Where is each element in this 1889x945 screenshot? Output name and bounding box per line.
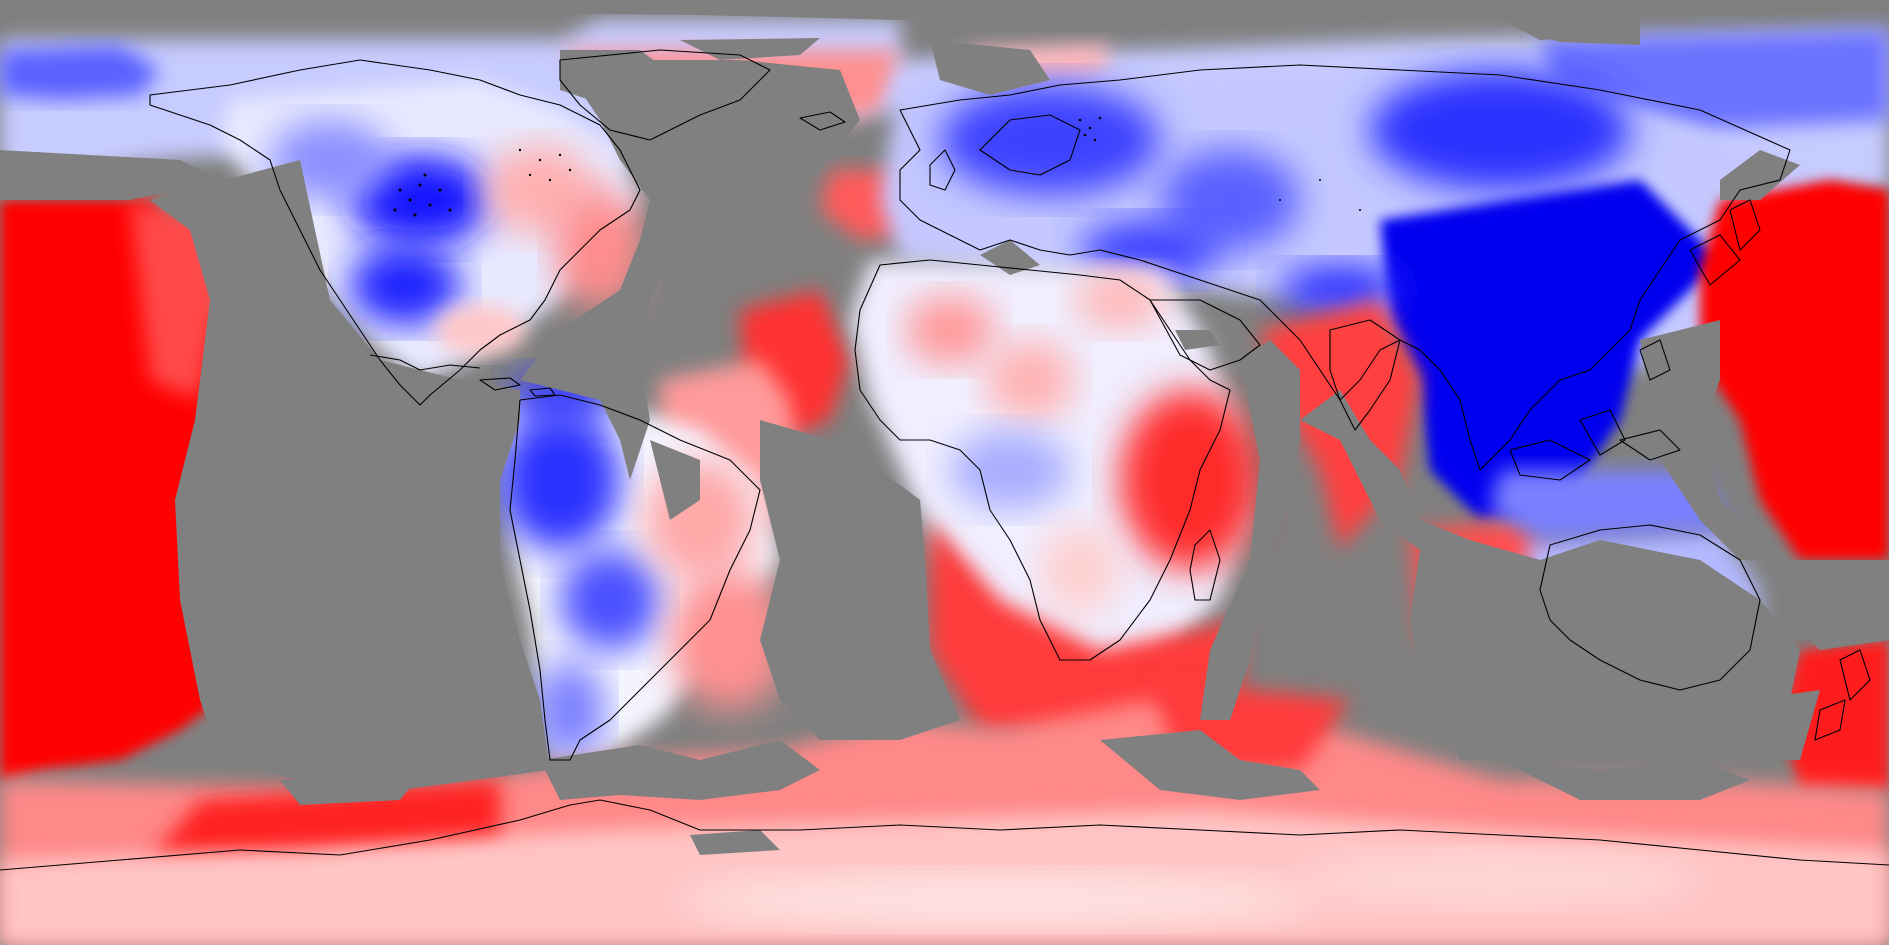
- no-data-mask: [0, 0, 1889, 855]
- coastline-greenland: [559, 49, 771, 141]
- coastlines: [0, 49, 1889, 871]
- coastline-antarctica: [0, 799, 1889, 871]
- pacific-east-field: [1700, 180, 1889, 560]
- east-asia-field: [1380, 180, 1720, 520]
- coastline-eurasia: [899, 64, 1791, 471]
- coast-detail-dots: [393, 116, 1361, 217]
- coastline-australia: [1539, 524, 1761, 691]
- coastline-south-america: [509, 394, 761, 761]
- coastline-north-america: [149, 59, 641, 406]
- coastline-africa: [854, 259, 1231, 661]
